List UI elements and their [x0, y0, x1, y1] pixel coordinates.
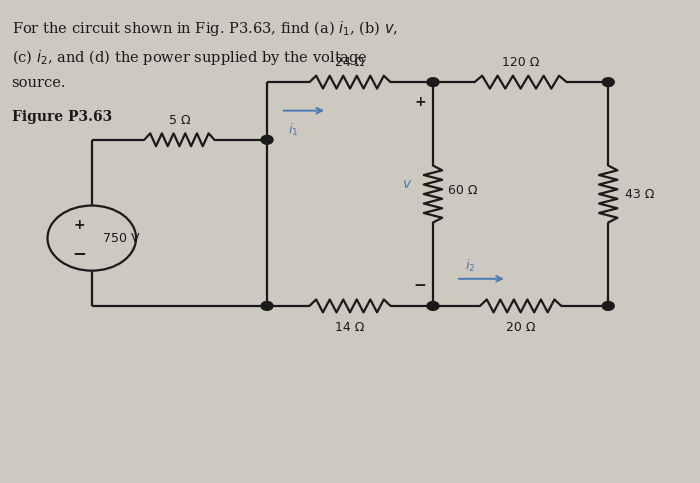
Text: For the circuit shown in Fig. P3.63, find (a) $i_1$, (b) $v$,: For the circuit shown in Fig. P3.63, fin… [11, 19, 398, 38]
Circle shape [602, 78, 614, 86]
Text: 5 Ω: 5 Ω [169, 114, 190, 127]
Text: $v$: $v$ [402, 177, 413, 191]
Text: −: − [72, 244, 86, 262]
Circle shape [427, 301, 439, 310]
Text: 20 Ω: 20 Ω [506, 321, 536, 334]
Text: 750 V: 750 V [103, 232, 139, 244]
Text: 43 Ω: 43 Ω [625, 187, 654, 200]
Text: $i_2$: $i_2$ [466, 258, 476, 274]
Circle shape [602, 301, 614, 310]
Text: −: − [414, 278, 426, 293]
Text: +: + [73, 217, 85, 231]
Text: (c) $i_2$, and (d) the power supplied by the voltage: (c) $i_2$, and (d) the power supplied by… [11, 47, 368, 67]
Circle shape [261, 135, 273, 144]
Text: Figure P3.63: Figure P3.63 [11, 110, 112, 124]
Text: 120 Ω: 120 Ω [502, 56, 539, 69]
Circle shape [427, 78, 439, 86]
Text: 14 Ω: 14 Ω [335, 321, 365, 334]
Text: $i_1$: $i_1$ [288, 122, 299, 138]
Text: source.: source. [11, 76, 66, 90]
Circle shape [261, 301, 273, 310]
Text: 24 Ω: 24 Ω [335, 56, 365, 69]
Text: +: + [414, 96, 426, 110]
Text: 60 Ω: 60 Ω [448, 184, 477, 197]
